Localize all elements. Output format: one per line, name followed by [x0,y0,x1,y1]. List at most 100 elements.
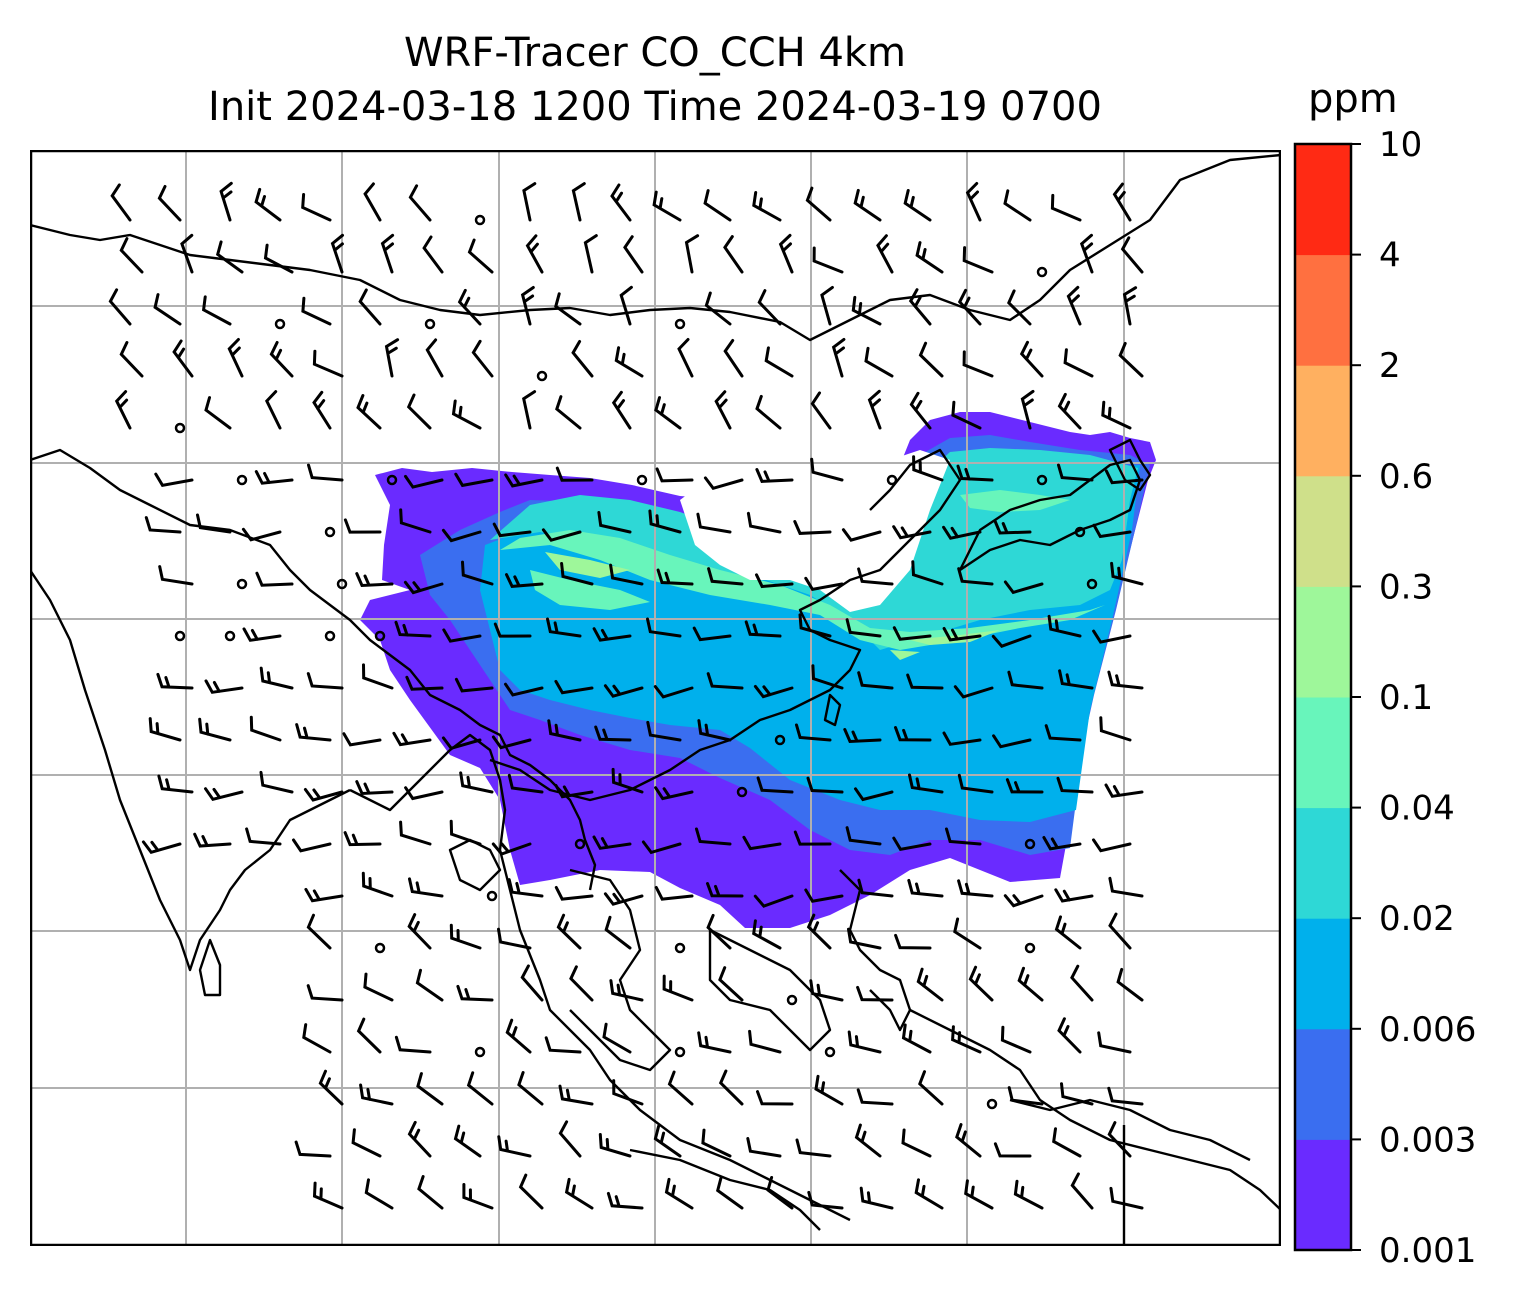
wind-barb [1108,876,1144,898]
wind-barb [461,560,494,586]
wind-barb [571,340,594,378]
wind-barb [956,464,994,482]
wind-barb [915,241,944,274]
calm-wind-marker [674,942,686,954]
wind-barb [957,773,994,794]
coastlines [30,153,1281,1246]
colorbar-block [1295,807,1351,919]
wind-barb [1116,967,1144,1002]
wind-barb [1066,285,1082,326]
wind-barb [119,237,144,274]
map-title: WRF-Tracer CO_CCH 4km [403,30,907,76]
wind-barb [697,719,732,742]
wind-barb [903,189,932,222]
graticule [30,150,1281,1246]
wind-barb [892,525,932,540]
wind-barb [144,516,182,534]
wind-barb [242,627,282,642]
wind-barb [804,888,844,903]
wind-barb [951,1025,982,1054]
wind-barb [363,182,382,222]
colorbar-block [1295,1028,1351,1140]
wind-barb [810,457,844,482]
wind-barb [609,979,644,1002]
wind-barb [1097,1031,1132,1054]
wind-barb [667,1070,694,1106]
wind-barb [392,731,432,747]
wind-barb [1092,523,1132,539]
tracer-layer-004 [500,490,1105,650]
wind-barb [964,1179,994,1210]
wind-barb [603,684,644,698]
wind-barb [406,393,432,430]
wind-barb [264,390,282,430]
wind-barb [330,233,344,274]
wind-barb [407,1120,432,1158]
calm-wind-marker [224,630,236,642]
calm-wind-marker [1024,838,1036,850]
wind-barb [820,285,834,326]
wind-barb [442,628,482,643]
wind-barb [554,679,594,695]
wind-barb [718,966,744,1002]
wind-barb [752,191,782,222]
wind-barb [809,979,844,1002]
wind-barb [953,685,994,699]
wind-barb [462,1183,494,1210]
colorbar-block [1295,918,1351,1030]
wind-barb [1000,1025,1032,1054]
wind-barb [957,288,982,326]
wind-barb [1118,341,1144,378]
calm-wind-marker [1036,474,1048,486]
wind-barb [742,835,782,851]
wind-barb [755,394,782,430]
calm-wind-marker [474,214,486,226]
wind-barb [302,1023,332,1054]
wind-barb [547,719,582,742]
wind-barb [807,1190,844,1210]
wind-barb [1007,1086,1044,1106]
wind-barb [525,234,544,274]
wind-barb [755,573,794,589]
calm-wind-marker [236,578,248,590]
wind-barb [1063,348,1094,378]
wind-barb [604,915,632,950]
wind-barb [703,189,732,222]
wind-barb [623,235,644,274]
wind-barb [701,1128,732,1158]
wind-barb [1007,289,1032,326]
wind-barb [554,886,594,901]
wind-barb [1017,966,1044,1002]
wind-barb [306,984,344,1002]
wind-barb [662,974,694,1002]
wind-barb [908,773,944,794]
wind-barb [546,617,582,638]
wind-barb [555,395,582,430]
wind-barb [614,346,644,378]
calm-wind-marker [324,630,336,642]
wind-barb [196,513,232,534]
wind-barb [1013,1179,1044,1210]
wind-barb [843,728,882,744]
wind-barb [558,1120,582,1158]
wind-barb [1057,463,1094,482]
wind-barb [517,1071,544,1106]
wind-barb [901,1023,932,1054]
wind-barb [449,923,482,950]
colorbar-tick-label: 0.6 [1379,457,1433,497]
wind-barb [114,390,132,430]
wind-barb [857,567,894,586]
colorbar-tick-label: 0.3 [1379,567,1433,607]
wind-barb [408,877,444,898]
wind-barb [641,840,682,855]
wind-barb [504,682,544,697]
colorbar-block [1295,254,1351,366]
calm-wind-marker [236,474,248,486]
wind-barb [609,563,644,586]
wind-barb [422,235,444,274]
wind-barb [1058,669,1094,690]
wind-barb [294,1140,332,1158]
wind-barb [684,234,700,274]
wind-barb [491,735,532,750]
wind-barb [148,717,182,742]
